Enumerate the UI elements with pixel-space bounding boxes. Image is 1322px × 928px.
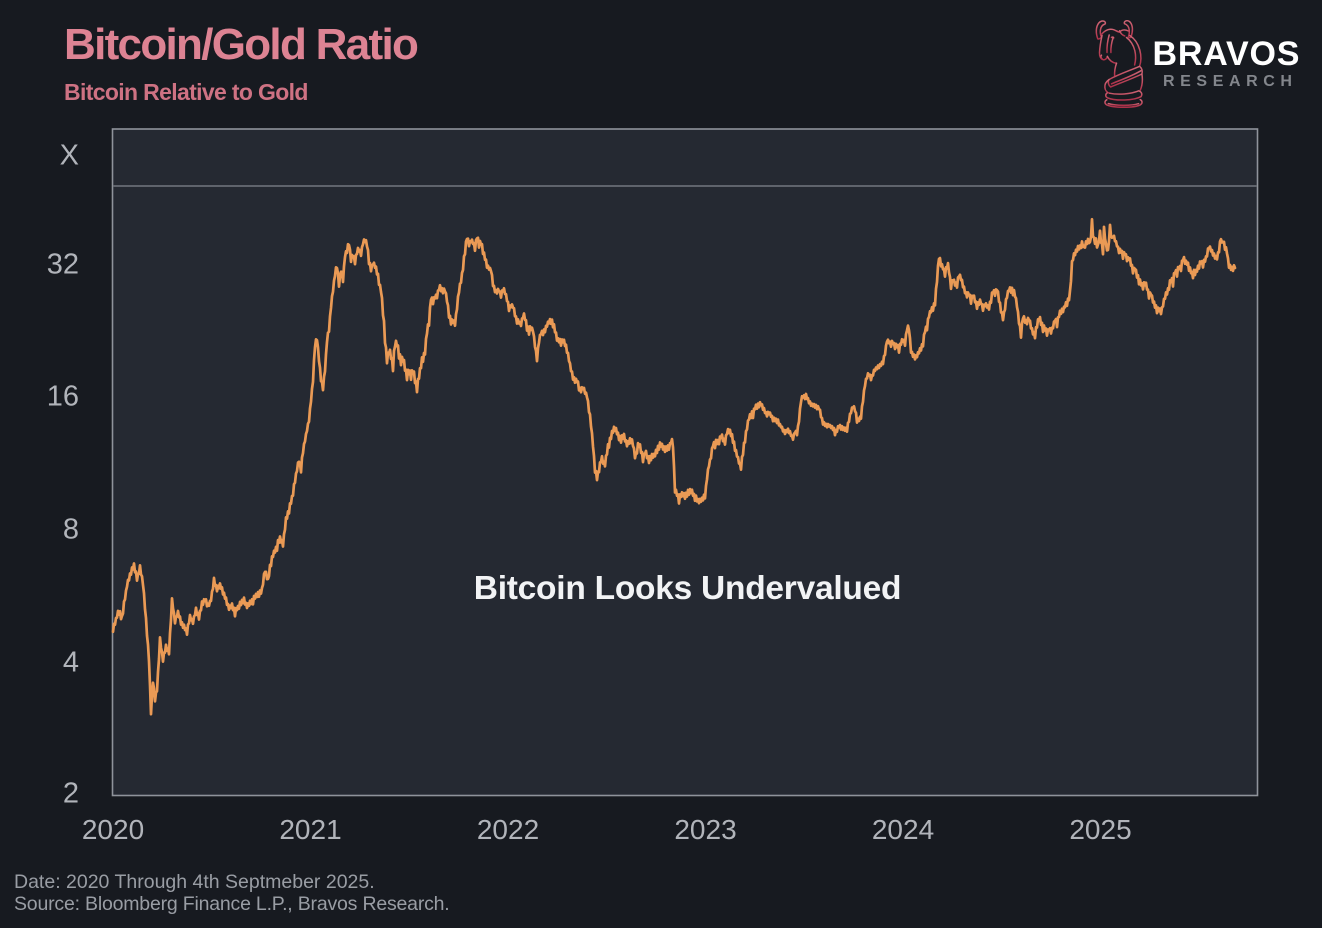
svg-text:RESEARCH: RESEARCH — [1163, 73, 1298, 90]
svg-text:BRAVOS: BRAVOS — [1153, 35, 1301, 73]
